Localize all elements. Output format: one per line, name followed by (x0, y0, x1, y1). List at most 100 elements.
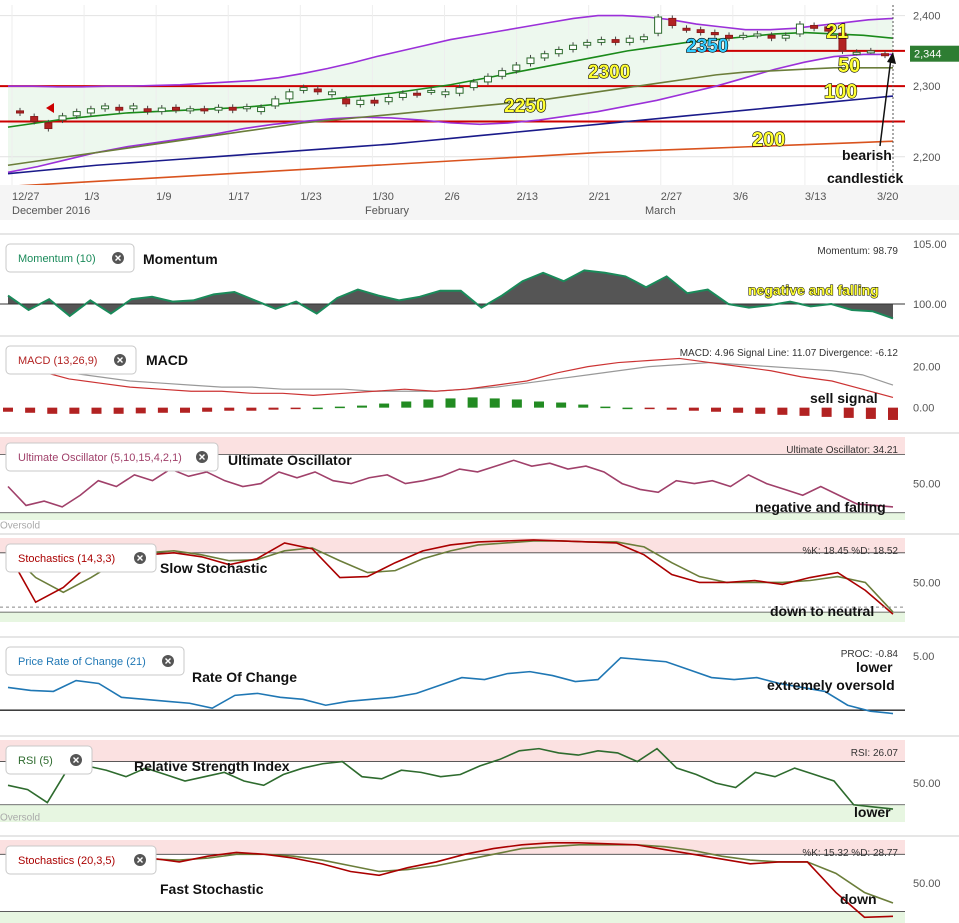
annotation-arrowhead (887, 52, 896, 64)
legend-momentum[interactable]: Momentum (10) (5, 243, 135, 273)
candle (313, 88, 322, 93)
close-icon[interactable] (70, 754, 82, 766)
x-tick-label: 12/27 (12, 191, 40, 203)
x-tick-label: 3/13 (805, 191, 826, 203)
close-icon[interactable] (134, 552, 146, 564)
macd-histogram-bar (600, 406, 611, 409)
annotation-ma50: 50 (838, 55, 860, 77)
macd-histogram-bar (268, 407, 279, 410)
panel-momentum: 105.00 100.00 Momentum (10) Momentum Momentu… (0, 233, 959, 320)
candle (441, 91, 450, 96)
legend-slow_stoch[interactable]: Stochastics (14,3,3) (5, 543, 157, 573)
panel-y-label: 0.00 (913, 403, 934, 415)
legend-roc[interactable]: Price Rate of Change (21) (5, 646, 185, 676)
macd-histogram-bar (312, 407, 323, 410)
candle (597, 39, 606, 43)
candle (498, 70, 507, 77)
oversold-label: Oversold (0, 521, 40, 532)
panel-readout: PROC: -0.84 (841, 649, 899, 660)
legend-ultimate[interactable]: Ultimate Oscillator (5,10,15,4,2,1) (5, 442, 219, 472)
overbought-zone (0, 740, 905, 762)
legend-box (5, 646, 185, 676)
panel-roc: 5.00 Price Rate of Change (21) Rate Of Cha… (0, 636, 959, 715)
close-icon[interactable] (196, 451, 208, 463)
candle (299, 87, 308, 91)
panel-y-label: 50.00 (913, 479, 941, 491)
candle (271, 98, 280, 107)
annotation-2350: 2350 (686, 36, 728, 57)
candle (214, 106, 223, 111)
macd-histogram-bar (401, 401, 412, 408)
candle (810, 24, 819, 29)
x-axis-strip (0, 185, 959, 220)
macd-histogram-bar (666, 407, 677, 410)
panel-note: lower (856, 659, 893, 675)
momentum-line (7, 269, 894, 320)
macd-histogram-bar (711, 407, 721, 412)
candle (526, 57, 535, 65)
x-tick-label: 1/30 (372, 191, 393, 203)
x-tick-label: 1/9 (156, 191, 171, 203)
legend-label: Stochastics (20,3,5) (18, 855, 115, 867)
x-tick-label: 1/23 (300, 191, 321, 203)
legend-rsi[interactable]: RSI (5) (5, 745, 93, 775)
legend-label: Ultimate Oscillator (5,10,15,4,2,1) (18, 452, 182, 464)
series-lower-band (7, 53, 893, 174)
x-tick-label: 1/17 (228, 191, 249, 203)
close-icon[interactable] (114, 354, 126, 366)
candle (129, 105, 138, 110)
legend-fast_stoch[interactable]: Stochastics (20,3,5) (5, 845, 157, 875)
panel-note: sell signal (810, 390, 878, 406)
price-y-label: 2,400 (913, 11, 941, 23)
candle (639, 36, 648, 41)
close-icon[interactable] (134, 854, 146, 866)
close-icon-x (117, 357, 123, 363)
candle (554, 48, 563, 55)
close-icon[interactable] (162, 655, 174, 667)
panel-title: Relative Strength Index (134, 758, 290, 774)
candle (824, 26, 833, 32)
candle (739, 34, 748, 38)
macd-histogram-bar (357, 405, 367, 408)
macd-histogram-bar (534, 401, 544, 408)
legend-macd[interactable]: MACD (13,26,9) (5, 345, 137, 375)
oversold-zone (0, 911, 905, 923)
momentum-area (8, 270, 893, 319)
oversold-label: Oversold (0, 813, 40, 824)
legend-box (5, 243, 135, 273)
candle (72, 111, 81, 117)
panel-note-2: extremely oversold (767, 677, 895, 693)
candle (696, 29, 705, 34)
oversold-zone (0, 804, 905, 822)
panel-title: Ultimate Oscillator (228, 452, 352, 468)
roc-line (7, 656, 894, 715)
candle (781, 34, 790, 39)
macd-histogram-bar (224, 407, 235, 411)
candle (86, 108, 95, 114)
panel-slow_stoch: 50.00 Stochastics (14,3,3) Slow Stochastic… (0, 533, 959, 622)
candle (186, 108, 195, 112)
overbought-zone (0, 840, 905, 855)
panel-macd: 20.00 0.00 MACD (13,26,9) MACD MACD: 4.96 Si… (0, 335, 959, 420)
annotation-ma200: 200 (752, 129, 785, 151)
last-price-tag (910, 45, 959, 62)
series-ma100 (7, 95, 894, 175)
macd-line (7, 357, 894, 398)
macd-histogram-bar (25, 407, 36, 413)
oversold-zone (0, 512, 905, 520)
panel-fast_stoch: 50.00 Stochastics (20,3,5) Fast Stochastic… (0, 835, 959, 923)
panel-readout: Momentum: 98.79 (817, 246, 898, 257)
macd-histogram-bar (733, 407, 744, 413)
candle (654, 16, 663, 34)
candle (228, 106, 237, 111)
macd-histogram-bar (556, 402, 567, 408)
legend-label: RSI (5) (18, 755, 53, 767)
candle (469, 81, 478, 89)
candle (16, 110, 24, 114)
panel-y-label: 50.00 (913, 778, 941, 790)
price-y-label: 2,200 (913, 152, 941, 164)
candle (285, 91, 294, 100)
close-icon[interactable] (112, 252, 124, 264)
band-fill (8, 15, 893, 173)
